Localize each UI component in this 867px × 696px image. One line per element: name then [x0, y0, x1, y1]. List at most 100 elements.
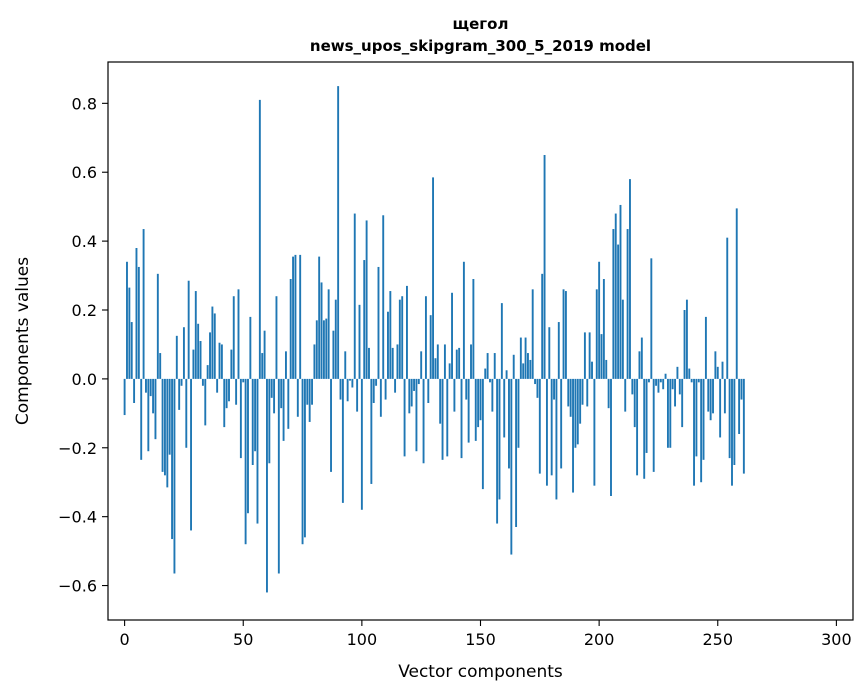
- bar: [659, 378, 662, 383]
- bar: [455, 349, 458, 379]
- bar: [394, 378, 397, 393]
- bar: [149, 378, 152, 397]
- bar: [548, 327, 551, 379]
- bar: [368, 347, 370, 379]
- bar: [182, 327, 185, 379]
- bar: [156, 273, 159, 379]
- bar: [595, 289, 598, 379]
- bar: [591, 361, 593, 379]
- bar: [396, 344, 399, 379]
- bar: [270, 378, 273, 398]
- bar: [211, 306, 214, 379]
- bar: [206, 365, 209, 379]
- bar: [515, 378, 518, 527]
- bar: [678, 378, 681, 395]
- y-tick-label: −0.4: [58, 508, 97, 527]
- bar: [723, 378, 726, 414]
- bar: [403, 378, 406, 457]
- bar: [318, 256, 321, 379]
- bar: [652, 378, 655, 472]
- bar: [629, 179, 631, 379]
- bar: [451, 292, 453, 379]
- bar: [225, 378, 228, 409]
- bar: [135, 248, 138, 379]
- bar: [178, 378, 181, 410]
- bar: [377, 266, 380, 379]
- bar: [325, 318, 328, 379]
- bar: [268, 378, 271, 464]
- bar: [372, 378, 375, 403]
- bar: [505, 370, 508, 379]
- bar: [690, 378, 693, 383]
- bar: [166, 378, 169, 488]
- bar: [576, 378, 579, 445]
- bar: [242, 378, 245, 383]
- bar: [334, 299, 337, 379]
- bar: [655, 378, 658, 386]
- x-tick-label: 0: [120, 630, 130, 649]
- bar: [427, 378, 430, 403]
- bar: [417, 378, 420, 385]
- bar: [564, 291, 567, 379]
- bar: [726, 237, 729, 379]
- bar: [223, 378, 226, 428]
- bar: [714, 351, 717, 379]
- bar: [522, 363, 525, 379]
- bar: [477, 378, 480, 428]
- y-tick-label: 0.6: [72, 163, 97, 182]
- bar: [258, 99, 261, 379]
- bar: [199, 341, 202, 379]
- bar: [363, 260, 366, 379]
- bar: [175, 335, 178, 379]
- bar: [624, 378, 627, 412]
- bar: [491, 378, 494, 412]
- bar: [356, 378, 359, 412]
- x-tick-label: 100: [347, 630, 378, 649]
- bar: [510, 378, 513, 555]
- bar: [422, 378, 425, 464]
- bar: [674, 378, 677, 407]
- bar: [244, 378, 247, 545]
- bar: [382, 215, 385, 379]
- bar: [256, 378, 259, 524]
- bar: [308, 378, 311, 422]
- bar: [645, 378, 648, 453]
- bar: [517, 378, 520, 448]
- bar: [275, 296, 278, 379]
- bar: [358, 304, 361, 379]
- bar: [560, 378, 563, 469]
- x-tick-label: 150: [465, 630, 496, 649]
- bar: [346, 378, 349, 402]
- bar: [201, 378, 204, 386]
- bar: [733, 378, 736, 465]
- bar: [636, 378, 639, 476]
- bar: [740, 378, 743, 400]
- bar: [545, 378, 548, 486]
- bar: [387, 311, 389, 379]
- bar: [406, 285, 408, 379]
- bar: [612, 229, 615, 379]
- bar: [493, 353, 496, 379]
- bar: [365, 220, 368, 379]
- bar: [349, 378, 351, 381]
- bar: [306, 378, 309, 405]
- bar: [453, 378, 456, 412]
- bar: [555, 378, 558, 500]
- bar: [728, 378, 731, 459]
- bar: [254, 378, 257, 452]
- bar: [230, 349, 233, 379]
- bar: [640, 337, 643, 379]
- x-tick-label: 50: [233, 630, 253, 649]
- bar: [384, 378, 387, 400]
- bar: [588, 332, 591, 379]
- bar: [614, 213, 617, 379]
- bar: [294, 254, 297, 379]
- bar: [441, 378, 444, 460]
- bar: [228, 378, 230, 402]
- y-tick-label: 0.8: [72, 94, 97, 113]
- bar: [534, 378, 537, 385]
- x-tick-label: 300: [821, 630, 852, 649]
- bar: [292, 256, 295, 379]
- bar: [313, 344, 316, 379]
- bar: [434, 358, 437, 379]
